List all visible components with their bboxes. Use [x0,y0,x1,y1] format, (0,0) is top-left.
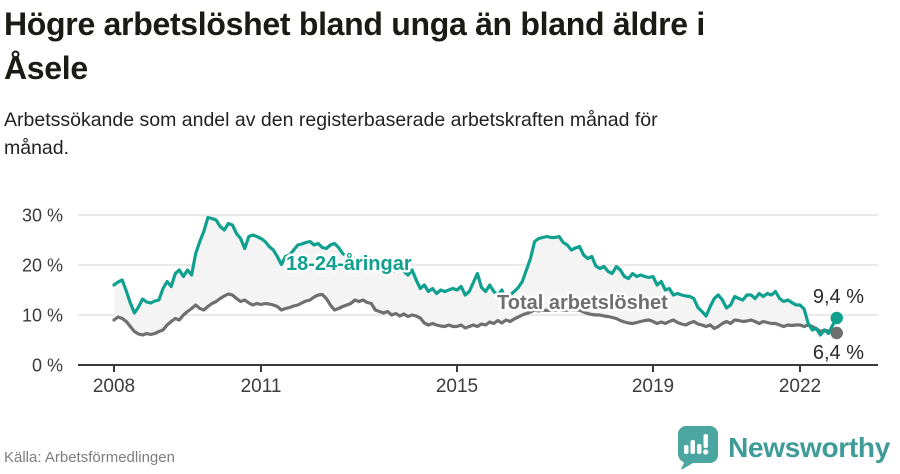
chart-subtitle-line-1: Arbetssökande som andel av den registerb… [4,109,658,131]
newsworthy-brand: Newsworthy [673,425,890,470]
x-tick-label: 2008 [93,376,135,397]
chart-subtitle-line-2: månad. [4,137,70,159]
source-credit: Källa: Arbetsförmedlingen [4,449,175,466]
y-axis-tick-labels: 30 % 20 % 10 % 0 % [22,206,63,376]
page-title: Högre arbetslöshet bland unga än bland ä… [4,2,896,90]
youth-series-label: 18-24-åringar [286,252,412,275]
y-tick-label: 20 % [22,256,63,276]
youth-unemployment-line [112,215,839,337]
y-tick-label: 0 % [32,356,63,376]
y-tick-label: 30 % [22,206,63,226]
x-axis [113,365,801,372]
youth-line-end-dot [830,311,843,325]
x-tick-label: 2015 [436,376,478,397]
x-tick-label: 2022 [779,376,821,397]
total-unemployment-line [112,292,839,337]
chart-subtitle: Arbetssökande som andel av den registerb… [4,106,884,162]
newsworthy-wordmark: Newsworthy [728,431,890,463]
page-title-line-1: Högre arbetslöshet bland unga än bland ä… [4,6,705,42]
total-end-value-label: 6,4 % [813,342,864,364]
x-tick-label: 2011 [241,376,282,397]
total-line-end-dot [830,326,843,340]
x-axis-tick-labels: 2008 2011 2015 2019 2022 [93,376,821,397]
x-tick-label: 2019 [632,376,674,397]
newsworthy-logo-icon [678,426,719,470]
youth-end-value-label: 9,4 % [813,286,864,308]
total-series-label: Total arbetslöshet [497,292,668,314]
page-title-line-2: Åsele [4,50,88,86]
y-tick-label: 10 % [22,306,63,326]
